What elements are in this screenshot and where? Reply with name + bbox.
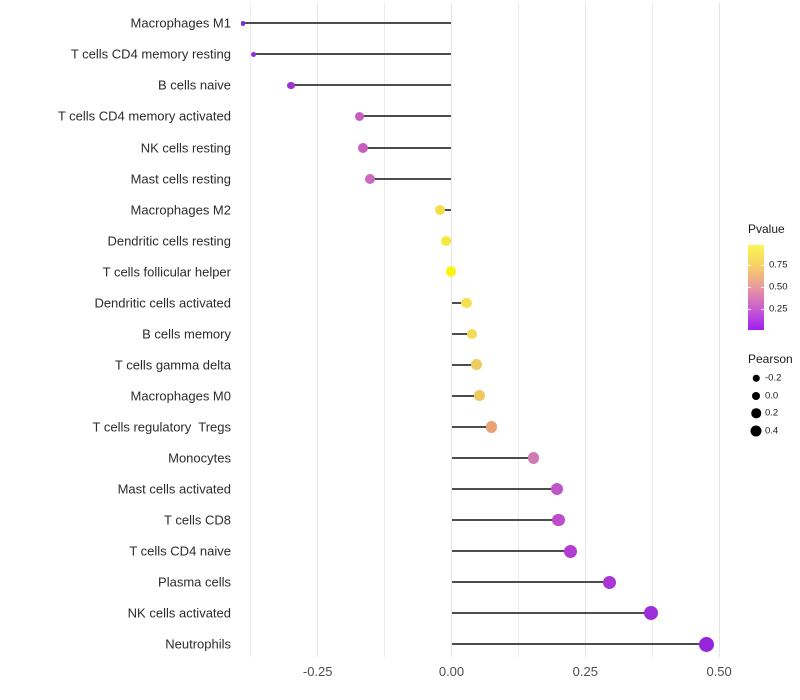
gridline-minor <box>250 3 252 657</box>
y-axis-label: Neutrophils <box>165 636 231 652</box>
lollipop-segment <box>451 301 467 304</box>
lollipop-segment <box>359 115 452 118</box>
pearson-legend-label: 0.0 <box>765 390 779 402</box>
y-axis-label: T cells CD8 <box>164 512 231 528</box>
gridline-major <box>718 3 720 657</box>
x-axis-tick-label: 0.50 <box>706 664 732 679</box>
y-axis-label: Dendritic cells activated <box>94 295 231 311</box>
y-axis-label: T cells follicular helper <box>102 264 231 280</box>
data-point-dot <box>440 235 451 246</box>
data-point-dot <box>563 544 577 558</box>
x-axis-tick-label: 0.00 <box>438 664 465 679</box>
lollipop-segment <box>451 581 610 584</box>
gridline-minor <box>384 3 386 657</box>
gridline-major <box>584 3 586 657</box>
data-point-dot <box>461 297 472 308</box>
data-point-dot <box>552 513 565 527</box>
gridline-major <box>317 3 319 657</box>
pvalue-tick-mark <box>748 309 751 311</box>
y-axis-label: T cells CD4 memory resting <box>70 46 231 62</box>
pearson-legend-label: -0.2 <box>765 372 782 384</box>
data-point-dot <box>287 81 295 90</box>
y-axis-label: Macrophages M0 <box>130 388 231 404</box>
gridline-major <box>451 3 452 657</box>
data-point-dot <box>358 142 369 153</box>
lollipop-segment <box>242 22 452 25</box>
pearson-legend-dot <box>750 425 762 437</box>
lollipop-segment <box>451 363 477 366</box>
lollipop-segment <box>451 394 480 397</box>
data-point-dot <box>240 21 246 26</box>
data-point-dot <box>699 636 715 652</box>
gridline-minor <box>651 3 653 657</box>
lollipop-segment <box>451 519 559 522</box>
pearson-legend-dot <box>752 391 760 400</box>
y-axis-label: B cells memory <box>142 326 231 342</box>
y-axis-label: Plasma cells <box>158 574 231 590</box>
data-point-dot <box>435 204 446 215</box>
data-point-dot <box>550 482 564 496</box>
data-point-dot <box>602 575 616 589</box>
pvalue-tick-mark <box>748 264 751 266</box>
x-axis-tick-label: -0.25 <box>302 664 333 679</box>
pvalue-tick-label: 0.25 <box>769 303 788 315</box>
pvalue-gradient-bar: 0.75 0.50 0.25 <box>748 245 788 330</box>
y-axis-label: Dendritic cells resting <box>107 233 231 249</box>
lollipop-segment <box>451 643 707 646</box>
data-point-dot <box>250 51 257 58</box>
x-axis-tick-label: 0.25 <box>572 664 598 679</box>
data-point-dot <box>445 266 457 277</box>
data-point-dot <box>643 606 658 621</box>
pvalue-tick-label: 0.75 <box>769 259 788 271</box>
data-point-dot <box>473 390 485 402</box>
y-axis-label: NK cells resting <box>140 140 231 155</box>
lollipop-segment <box>451 488 557 491</box>
y-axis-label: Macrophages M2 <box>130 202 231 218</box>
data-point-dot <box>466 328 478 340</box>
lollipop-segment <box>451 550 571 553</box>
y-axis-label: Macrophages M1 <box>130 15 231 31</box>
y-axis-label: T cells regulatory Tregs <box>92 419 231 435</box>
pvalue-tick-mark <box>761 309 764 311</box>
y-axis-label: Mast cells resting <box>130 171 231 187</box>
lollipop-segment <box>451 332 472 335</box>
pvalue-tick-mark <box>748 287 751 289</box>
y-axis-label: B cells naive <box>158 77 231 93</box>
data-point-dot <box>485 421 498 433</box>
lollipop-segment <box>440 208 452 211</box>
pearson-legend-title: Pearson <box>748 352 793 366</box>
y-axis-label: NK cells activated <box>127 605 231 621</box>
lollipop-segment <box>451 457 534 459</box>
y-axis-label: T cells CD4 memory activated <box>57 108 231 124</box>
lollipop-segment <box>253 53 452 56</box>
lollipop-segment <box>363 146 452 149</box>
lollipop-segment <box>451 612 651 615</box>
data-point-dot <box>471 359 483 371</box>
lollipop-segment <box>290 84 452 87</box>
pearson-legend-label: 0.4 <box>765 425 779 437</box>
data-point-dot <box>354 111 365 122</box>
data-point-dot <box>527 452 540 464</box>
y-axis-label: Mast cells activated <box>117 481 231 497</box>
pvalue-legend-title: Pvalue <box>748 222 785 236</box>
pearson-legend-dot <box>751 408 761 418</box>
gridline-minor <box>517 3 519 657</box>
pvalue-tick-label: 0.50 <box>769 281 788 293</box>
y-axis-label: T cells gamma delta <box>114 357 231 373</box>
lollipop-segment <box>451 425 492 428</box>
pearson-legend-label: 0.2 <box>765 407 779 419</box>
pvalue-gradient <box>748 245 764 330</box>
lollipop-segment <box>369 177 452 180</box>
y-axis-label: T cells CD4 naive <box>129 543 231 559</box>
data-point-dot <box>364 173 375 184</box>
y-axis-label: Monocytes <box>168 450 231 466</box>
pvalue-tick-mark <box>761 287 764 289</box>
pearson-legend-dot <box>752 374 760 382</box>
pvalue-tick-mark <box>761 264 764 266</box>
